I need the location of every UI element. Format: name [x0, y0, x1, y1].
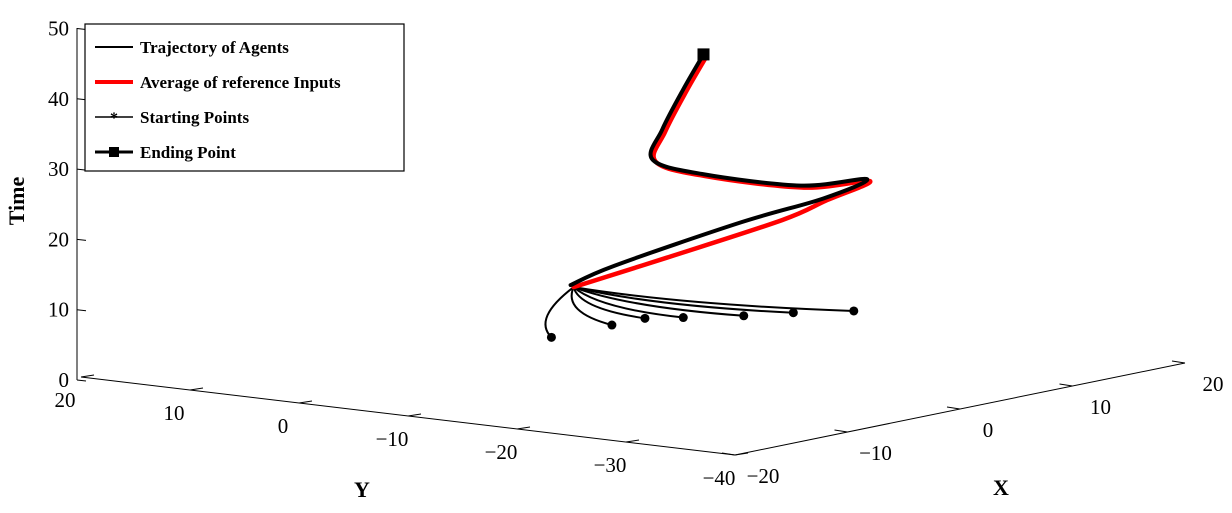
y-tick-label: −40	[703, 466, 736, 490]
legend-square-marker	[109, 147, 119, 157]
agent-trajectory-6	[570, 286, 613, 327]
starting-point-6	[607, 320, 617, 330]
z-tick-label: 50	[48, 17, 69, 41]
starting-point-4	[678, 313, 688, 323]
markers-group	[546, 48, 859, 342]
agent-trajectory-7	[544, 286, 575, 339]
y-tick	[625, 439, 640, 443]
x-tick	[1059, 383, 1073, 387]
legend-star-marker: *	[110, 110, 118, 127]
legend-label-trajectory: Trajectory of Agents	[140, 38, 289, 57]
x-tick-label: 0	[983, 418, 994, 442]
z-tick	[76, 238, 87, 241]
x-tick-label: −10	[859, 441, 892, 465]
x-tick-label: 20	[1203, 372, 1224, 396]
z-tick-label: 10	[48, 298, 69, 322]
z-axis-label: Time	[4, 177, 29, 226]
y-tick-label: 20	[55, 388, 76, 412]
agent-trajectory-4	[572, 286, 684, 319]
y-tick	[80, 374, 95, 378]
y-tick	[298, 400, 313, 404]
starting-point-7	[546, 332, 556, 342]
y-tick	[516, 426, 531, 430]
y-tick	[407, 413, 422, 417]
legend-label-ending: Ending Point	[140, 143, 236, 162]
agent-trajectory-3	[573, 286, 744, 317]
series-group	[544, 52, 873, 339]
z-tick-label: 0	[59, 368, 70, 392]
x-axis-label: X	[993, 475, 1009, 500]
x-tick	[1171, 360, 1186, 364]
y-tick-label: 10	[164, 401, 185, 425]
x-tick-label: −20	[747, 464, 780, 488]
x-tick-label: 10	[1090, 395, 1111, 419]
x-tick	[946, 406, 961, 410]
z-tick-label: 20	[48, 227, 69, 251]
starting-point-5	[640, 313, 650, 323]
z-tick	[76, 309, 87, 312]
y-tick-label: −20	[485, 440, 518, 464]
y-axis-label: Y	[354, 477, 370, 502]
agent-trajectory-5	[572, 286, 646, 320]
legend-label-average: Average of reference Inputs	[140, 73, 341, 92]
agent-trajectory-2	[573, 286, 794, 314]
y-tick	[189, 387, 204, 391]
z-tick-label: 40	[48, 87, 69, 111]
z-tick	[76, 379, 87, 382]
z-tick-label: 30	[48, 157, 69, 181]
x-tick	[721, 452, 736, 456]
y-tick-label: −10	[376, 427, 409, 451]
legend-label-starting: Starting Points	[140, 108, 249, 127]
agent-trajectory-1	[573, 286, 854, 312]
trajectory-line	[568, 52, 870, 288]
starting-point-1	[849, 306, 859, 316]
axes-group	[76, 28, 1186, 456]
tick-labels-group: −20 −10 0 10 20 20 10 0 −10 −20 −30 −40 0 10 20 30 40 50	[48, 17, 1224, 491]
legend-box	[84, 23, 405, 172]
y-tick	[734, 452, 749, 456]
ending-point	[697, 48, 710, 61]
starting-point-3	[739, 311, 749, 321]
y-tick-label: −30	[594, 453, 627, 477]
y-tick-label: 0	[278, 414, 289, 438]
starting-point-2	[788, 308, 798, 318]
legend: Trajectory of Agents Average of referenc…	[84, 23, 405, 172]
average-reference-line	[571, 54, 873, 290]
x-tick	[834, 429, 848, 433]
